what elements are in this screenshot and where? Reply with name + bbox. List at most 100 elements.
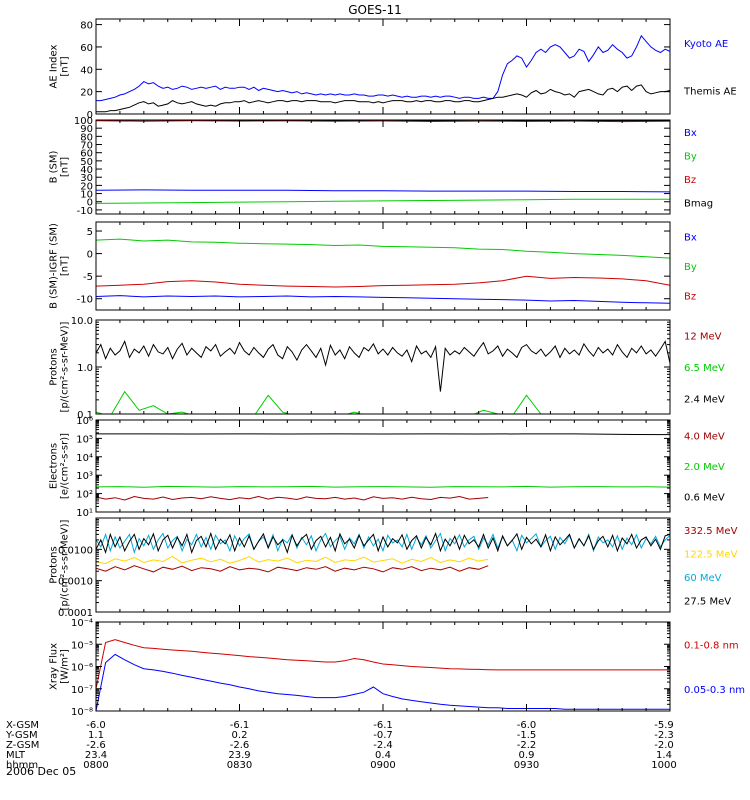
y-tick-label: 40: [80, 165, 93, 176]
legend-entry: Bx: [684, 233, 697, 244]
panel-xray: 10⁻⁸ 10⁻⁷ 10⁻⁶ 10⁻⁵ 10⁻⁴ Xray Flux[W/m²] 0.1-0…: [49, 618, 746, 718]
series-line-ae-0: [96, 34, 670, 102]
panel-frame: [95, 119, 671, 215]
y-tick-label: 10⁻⁵: [71, 640, 93, 651]
footer-row-label: MLT: [6, 750, 26, 761]
footer-value: -2.6: [230, 740, 250, 751]
y-tick-label: 0.0010: [58, 577, 93, 588]
y-tick-label: 70: [80, 141, 93, 152]
y-tick-label: 10⁻⁷: [71, 685, 93, 696]
footer-value: -1.5: [517, 730, 537, 741]
footer-value: -6.0: [517, 720, 537, 731]
panel-electrons: 10¹ 10² 10³ 10⁴ 10⁵ 10⁶ Electrons[e/(cm²-s-sr)…: [49, 416, 725, 519]
footer-value: 0900: [370, 760, 395, 771]
y-tick-label: 10¹: [76, 508, 93, 519]
y-axis-label: Protons[p/(cm²-s-sr-MeV)]: [49, 321, 71, 412]
y-tick-label: 10⁻⁴: [71, 618, 93, 629]
y-tick-label: 60: [80, 43, 93, 54]
series-line-xray-0: [96, 639, 670, 689]
legend-entry: 2.0 MeV: [684, 462, 725, 473]
y-tick-label: 1.0: [77, 363, 93, 374]
legend-entry: 2.4 MeV: [684, 394, 725, 405]
y-tick-label: 0.0001: [58, 608, 93, 619]
series-line-protons2-3: [96, 531, 670, 555]
panels-group: 0 20 40 60 80 AE Index[nT] Kyoto AE Themis AE -1…: [49, 18, 746, 718]
series-line-electrons-2: [96, 433, 670, 436]
footer-orbit-table: X-GSM -6.0 -6.1 -6.1 -6.0 -5.9 Y-GSM 1.1 0.2 -0.7…: [5, 720, 677, 771]
panel-bres: -10 -5 0 5 B (SM)-IGRF (SM)[nT] Bx By Bz: [49, 221, 697, 311]
panel-frame: [95, 517, 671, 613]
panel-frame: [95, 319, 671, 415]
y-tick-label: 90: [80, 124, 93, 135]
y-tick-label: 0: [87, 198, 93, 209]
legend-entry: Bz: [684, 291, 696, 302]
footer-value: 23.4: [85, 750, 107, 761]
legend-entry: Bx: [684, 128, 697, 139]
panel-frame: [95, 621, 671, 712]
footer-value: 0800: [83, 760, 108, 771]
y-axis-label: B (SM)[nT]: [49, 150, 71, 183]
chart-title: GOES-11: [348, 3, 402, 17]
panel-frame: [95, 221, 671, 311]
legend-entry: Kyoto AE: [684, 39, 728, 50]
footer-value: -2.3: [654, 730, 674, 741]
y-tick-label: 100: [74, 116, 93, 127]
panel-frame: [95, 18, 671, 115]
series-line-protons2-0: [96, 565, 489, 573]
legend-entry: 0.05-0.3 nm: [684, 685, 745, 696]
y-tick-label: 50: [80, 157, 93, 168]
series-line-bres-0: [96, 295, 670, 304]
y-tick-label: 10⁵: [76, 434, 93, 445]
series-line-bres-2: [96, 275, 670, 288]
footer-value: 0.9: [519, 750, 535, 761]
legend-entry: 4.0 MeV: [684, 431, 725, 442]
footer-value: -5.9: [654, 720, 674, 731]
footer-value: 0930: [514, 760, 539, 771]
footer-value: -2.0: [654, 740, 674, 751]
y-tick-label: -10: [77, 206, 93, 217]
y-tick-label: 20: [80, 88, 93, 99]
series-line-ae-1: [96, 84, 670, 113]
footer-value: -6.1: [230, 720, 250, 731]
y-tick-label: 10²: [76, 490, 93, 501]
footer-value: 0830: [227, 760, 252, 771]
legend-entry: 122.5 MeV: [684, 549, 738, 560]
y-tick-label: 20: [80, 181, 93, 192]
legend-entry: 27.5 MeV: [684, 596, 731, 607]
y-tick-label: 0.1: [77, 410, 93, 421]
footer-value: 0.2: [232, 730, 248, 741]
y-axis-label: Protons[p/(cm²-s-sr-MeV)]: [49, 519, 71, 610]
series-line-bres-1: [96, 238, 670, 259]
y-tick-label: 0.0100: [58, 545, 93, 556]
series-line-electrons-0: [96, 495, 489, 501]
legend-entry: Bmag: [684, 198, 713, 209]
legend-entry: 12 MeV: [684, 332, 722, 343]
series-line-bsm-0: [96, 189, 670, 193]
y-tick-label: 10: [80, 190, 93, 201]
y-tick-label: -5: [83, 272, 93, 283]
footer-row-label: hhmm: [6, 760, 38, 771]
legend-entry: 6.5 MeV: [684, 363, 725, 374]
y-axis-label: Xray Flux[W/m²]: [49, 643, 71, 690]
y-tick-label: 10⁻⁶: [71, 663, 93, 674]
legend-entry: 0.6 MeV: [684, 493, 725, 504]
y-tick-label: 0: [87, 110, 93, 121]
series-line-xray-1: [96, 653, 670, 711]
series-line-bsm-1: [96, 198, 670, 204]
y-axis-label: Electrons[e/(cm²-s-sr)]: [49, 433, 71, 499]
footer-row-label: Z-GSM: [6, 740, 39, 751]
footer-value: -6.0: [86, 720, 106, 731]
footer-value: -6.1: [373, 720, 393, 731]
legend-entry: By: [684, 151, 697, 162]
footer-date: 2006 Dec 05: [6, 765, 76, 778]
panel-ae: 0 20 40 60 80 AE Index[nT] Kyoto AE Themis AE: [49, 18, 737, 121]
y-tick-label: 80: [80, 132, 93, 143]
y-axis-label: AE Index[nT]: [49, 44, 71, 88]
footer-value: 1.4: [656, 750, 672, 761]
footer-value: 1.1: [88, 730, 104, 741]
y-tick-label: 30: [80, 173, 93, 184]
y-tick-label: 10⁻⁸: [71, 707, 93, 718]
